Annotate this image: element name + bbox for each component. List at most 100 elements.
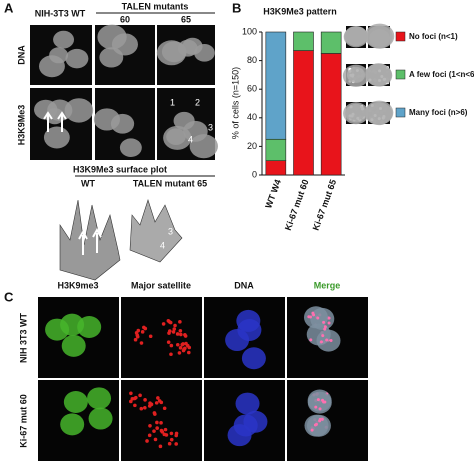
column-label: 65	[181, 14, 191, 24]
focus	[314, 405, 318, 409]
focus	[321, 334, 325, 338]
focus	[136, 328, 141, 333]
x-tick-label: Ki-67 mut 65	[311, 178, 339, 232]
y-tick-label: 100	[242, 26, 257, 36]
focus	[177, 351, 182, 355]
y-axis-label: % of cells (n=150)	[230, 67, 240, 139]
focus	[322, 400, 326, 404]
row-label: DNA	[16, 45, 26, 65]
focus	[155, 420, 159, 425]
panel-letter: B	[232, 0, 241, 15]
focus	[168, 320, 173, 325]
focus	[142, 325, 146, 330]
focus	[325, 338, 329, 342]
focus	[148, 423, 152, 428]
focus	[187, 345, 192, 350]
focus	[175, 332, 180, 336]
nucleus	[369, 29, 390, 47]
nucleus	[365, 63, 392, 86]
focus	[318, 417, 322, 421]
focus	[323, 327, 327, 331]
focus	[311, 311, 315, 315]
legend-swatch	[395, 31, 406, 42]
focus	[147, 433, 152, 438]
surface-label: WT	[81, 178, 95, 188]
nucleus	[61, 334, 86, 357]
micrograph	[121, 297, 202, 378]
focus	[159, 428, 164, 433]
arrow	[43, 111, 67, 132]
focus	[152, 429, 156, 433]
nucleus	[364, 100, 394, 125]
y-tick-label: 20	[247, 141, 257, 151]
y-tick-label: 60	[247, 84, 257, 94]
focus	[323, 325, 327, 329]
focus	[316, 316, 320, 320]
micrograph	[121, 380, 202, 461]
focus	[320, 417, 324, 421]
nucleus	[241, 347, 266, 370]
column-label: DNA	[234, 280, 254, 290]
nucleus	[303, 306, 328, 329]
focus	[153, 412, 157, 416]
legend-label: A few foci (1<n<6)	[409, 70, 474, 79]
nucleus	[39, 55, 65, 78]
focus	[169, 343, 174, 348]
bar-segment	[320, 53, 342, 176]
surface-plot	[129, 199, 183, 263]
bar-segment	[293, 50, 314, 176]
column-label: H3K9me3	[57, 280, 98, 290]
y-tick-label: 0	[252, 169, 257, 179]
focus	[163, 427, 168, 432]
focus	[179, 332, 183, 337]
focus	[138, 393, 142, 398]
chart-title: H3K9Me3 pattern	[263, 6, 337, 16]
focus	[156, 396, 160, 400]
row-label: H3K9Me3	[16, 105, 26, 146]
focus	[139, 341, 144, 345]
focus	[155, 426, 159, 430]
focus	[167, 329, 172, 333]
nucleus	[177, 39, 198, 57]
focus	[186, 350, 191, 355]
nucleus	[63, 391, 88, 414]
bar-segment	[265, 31, 287, 140]
focus	[166, 340, 171, 344]
nucleus	[346, 67, 366, 83]
focus	[148, 334, 153, 339]
nucleus	[64, 98, 94, 123]
y-tick-label: 80	[247, 55, 257, 65]
nucleus	[53, 30, 75, 49]
panel-letter: C	[4, 289, 14, 304]
nucleus	[60, 413, 85, 436]
legend-swatch	[395, 69, 406, 80]
nucleus	[343, 26, 369, 48]
x-tick-label: WT W4	[263, 178, 283, 210]
focus	[318, 407, 322, 411]
nucleus	[235, 392, 260, 415]
nucleus	[306, 323, 331, 346]
focus	[153, 437, 158, 442]
focus	[329, 338, 333, 342]
nucleus	[97, 24, 127, 50]
focus	[171, 330, 176, 334]
legend-label: Many foci (n>6)	[409, 108, 468, 117]
focus	[159, 421, 163, 425]
column-label: Merge	[314, 280, 341, 290]
focus	[169, 437, 174, 442]
nucleus-number: 1	[170, 97, 175, 107]
nucleus	[77, 316, 102, 339]
focus	[173, 323, 177, 328]
focus	[143, 405, 147, 410]
nucleus	[225, 329, 250, 352]
nucleus	[99, 47, 124, 68]
focus	[143, 398, 147, 402]
nucleus	[119, 138, 142, 157]
nucleus	[110, 113, 135, 134]
surface-plot	[59, 199, 121, 281]
focus	[308, 315, 312, 319]
focus	[183, 333, 187, 337]
nucleus	[194, 43, 215, 62]
focus	[161, 322, 166, 326]
